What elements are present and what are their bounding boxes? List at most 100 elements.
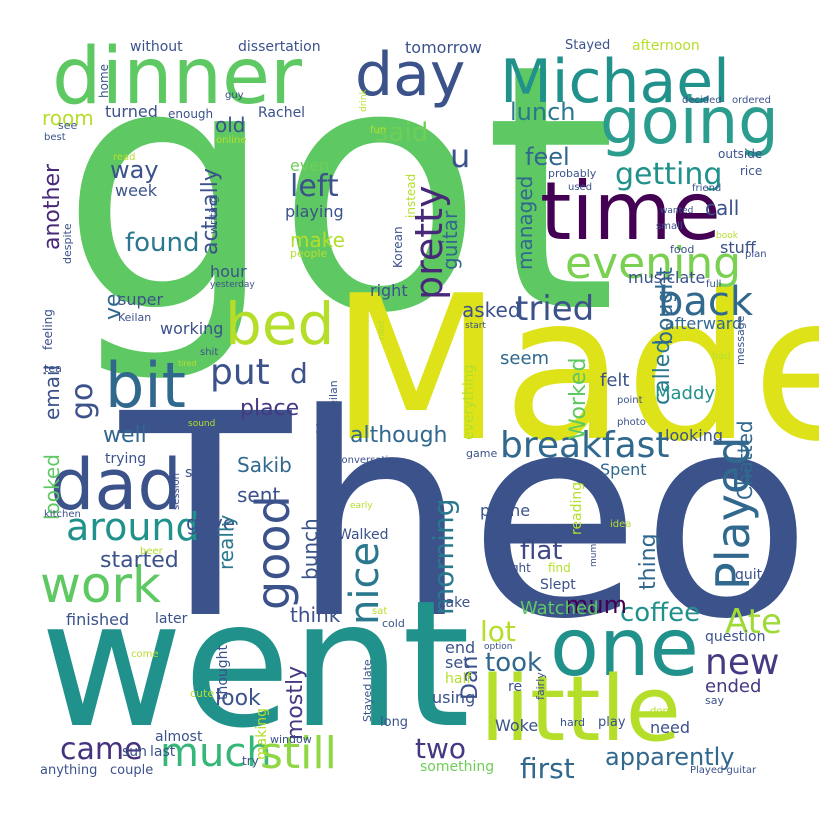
word-around: around	[66, 505, 200, 549]
word-play: play	[598, 715, 626, 730]
word-mostly: mostly	[283, 665, 308, 740]
word-room: room	[42, 106, 94, 130]
word-thought: thought	[215, 644, 231, 700]
word-done: done	[650, 706, 675, 717]
word-read: read	[113, 152, 136, 163]
word-message: message	[734, 315, 747, 365]
word-idea: idea	[610, 519, 632, 530]
word-quite: quite	[735, 567, 771, 583]
word-shop: shop	[185, 465, 219, 481]
word-slept: Slept	[540, 577, 576, 593]
word-good: good	[246, 495, 300, 610]
word-start: start	[465, 321, 486, 331]
word-lot: lot	[480, 615, 516, 648]
word-breakfast: breakfast	[500, 425, 670, 466]
word-book: book	[716, 231, 738, 241]
word-playing: playing	[285, 202, 344, 221]
word-stuff: stuff	[720, 238, 756, 257]
word-really: really	[214, 514, 238, 570]
word-thing: thing	[636, 533, 661, 590]
word-took: took	[485, 648, 543, 678]
word-photo: photo	[617, 417, 646, 428]
word-hour: hour	[210, 262, 247, 281]
word-rice: rice	[740, 164, 763, 178]
word-u: u	[450, 137, 471, 175]
word-despite: despite	[61, 223, 74, 264]
word-something: something	[420, 759, 495, 775]
word-new: new	[705, 642, 780, 683]
word-take: take	[440, 595, 471, 611]
word-go: go	[65, 382, 100, 420]
word-re: re	[508, 679, 523, 695]
word-bit: bit	[105, 349, 186, 422]
word-day: day	[355, 40, 466, 110]
word-tomorrow: tomorrow	[405, 38, 482, 57]
word-kitchen: kitchen	[44, 509, 81, 520]
word-without: without	[130, 39, 183, 55]
word-time: time	[540, 165, 721, 258]
word-probably: probably	[548, 167, 597, 180]
word-still: still	[260, 728, 337, 779]
word-home: home	[97, 63, 111, 98]
word-three: three	[200, 414, 238, 430]
word-worked: Worked	[566, 357, 591, 440]
word-place: place	[240, 396, 300, 421]
word-seem: seem	[500, 348, 550, 369]
word-turned: turned	[105, 102, 158, 121]
word-asked: asked	[462, 298, 521, 322]
word-people: people	[290, 247, 328, 260]
word-woke: Woke	[495, 716, 539, 735]
word-music: music	[628, 268, 676, 287]
word-feeling: feeling	[41, 309, 55, 350]
word-shit: shit	[200, 347, 219, 358]
word-feel: feel	[525, 143, 570, 171]
word-make: make	[290, 228, 345, 252]
word-outside: outside	[718, 147, 763, 161]
word-game: game	[466, 447, 498, 460]
word-way: way	[110, 156, 159, 184]
word-cute: cute	[190, 687, 215, 700]
word-made: Made	[330, 253, 819, 486]
word-question: question	[705, 629, 766, 645]
word-say: say	[705, 694, 724, 707]
word-next: next	[377, 320, 387, 340]
word-food: food	[670, 243, 695, 256]
word-find: find	[548, 561, 571, 575]
word-well: well	[103, 423, 147, 448]
word-long: long	[380, 715, 409, 730]
word-old: old	[215, 113, 246, 137]
word-sun: sun	[122, 744, 148, 760]
word-afterward: afterward	[665, 314, 743, 333]
word-look: look	[215, 686, 261, 711]
word-best: best	[44, 132, 66, 143]
word-call: call	[705, 196, 740, 220]
word-walked: Walked	[338, 527, 389, 543]
word-went: went	[40, 564, 471, 767]
word-dad: dad	[50, 444, 182, 526]
word-guy: guy	[225, 90, 244, 101]
word-bunch: bunch	[298, 518, 322, 580]
word-writing: writing	[207, 196, 220, 234]
word-decided: decided	[682, 95, 722, 106]
word-try: try	[242, 754, 259, 768]
word-finished: finished	[66, 610, 130, 629]
word-working: working	[160, 319, 224, 338]
word-evening: evening	[565, 238, 742, 289]
word-wanted: wanted	[660, 206, 694, 216]
word-rachel-keilan: Rachel Keilan	[327, 380, 340, 454]
word-guitar: guitar	[438, 210, 462, 270]
word-korean: Korean	[391, 226, 405, 268]
word-friend: friend	[692, 183, 722, 194]
word-drink: drink	[359, 89, 369, 112]
word-tired: tired	[178, 359, 197, 368]
word-much: much	[160, 730, 272, 776]
word-stayed: Stayed	[565, 38, 611, 53]
word-work: work	[40, 556, 161, 614]
word-getting: getting	[615, 157, 723, 192]
word-found: found	[125, 228, 200, 258]
word-bed: bed	[225, 290, 335, 358]
word-little: little	[480, 657, 681, 762]
word-apparently: apparently	[605, 743, 735, 771]
word-see: see	[58, 119, 78, 132]
word-gave: gave	[186, 511, 236, 535]
